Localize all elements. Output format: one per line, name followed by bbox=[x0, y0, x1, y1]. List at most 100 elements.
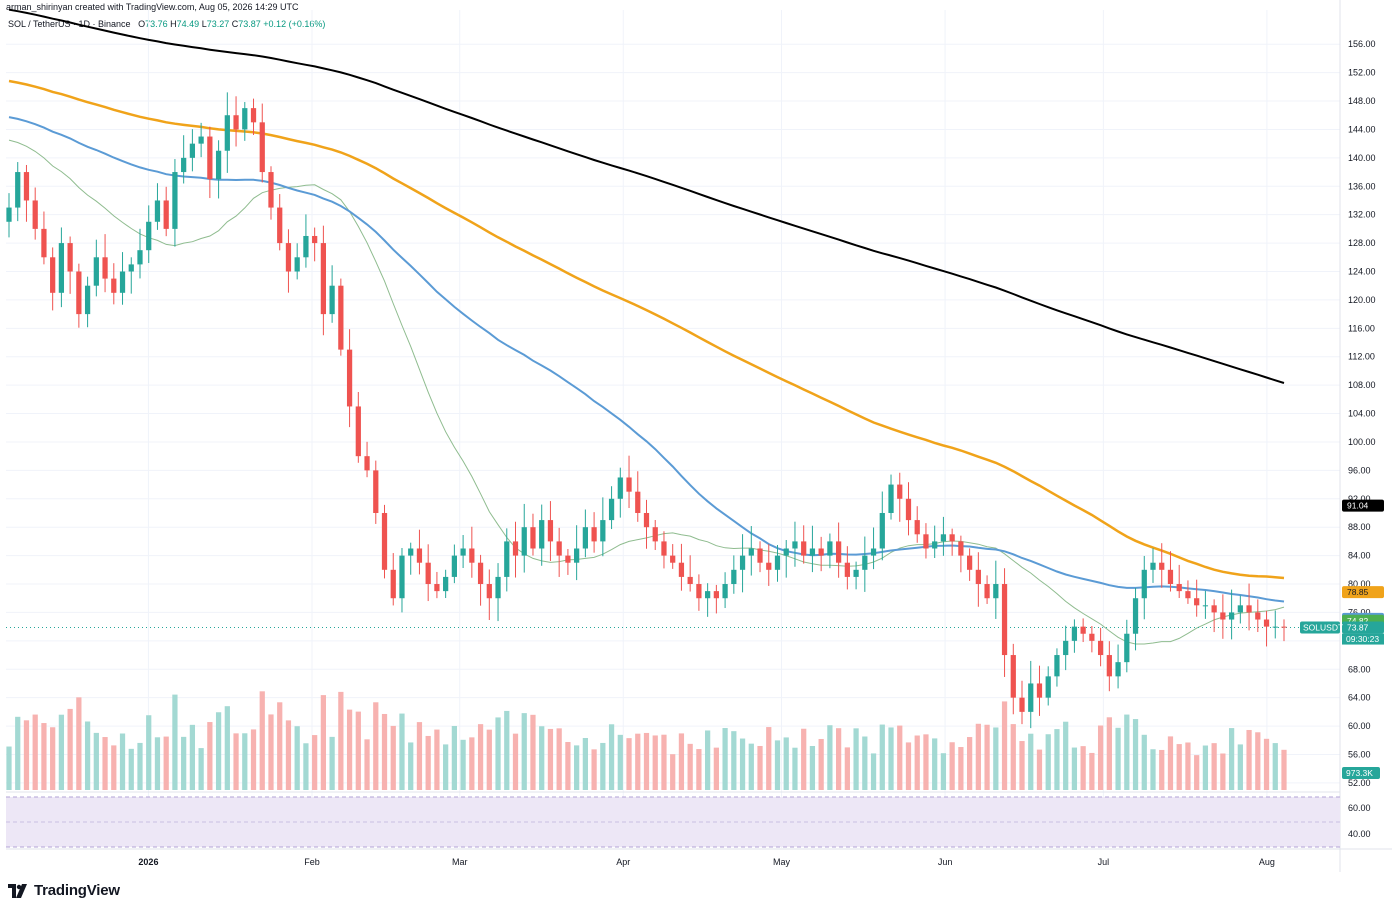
volume-bar bbox=[1036, 749, 1043, 790]
candle-body bbox=[862, 555, 868, 570]
candle-body bbox=[495, 576, 501, 599]
volume-bar bbox=[381, 713, 388, 790]
candle-body bbox=[792, 541, 798, 549]
candle-body bbox=[678, 562, 685, 577]
volume-bar bbox=[722, 728, 728, 790]
price-axis[interactable]: 156.00 152.00 148.00 144.00 140.00 136.00 132.… bbox=[1348, 39, 1376, 788]
volume-bar bbox=[1176, 744, 1182, 790]
chart-grid bbox=[6, 0, 1392, 872]
volume-bar bbox=[451, 725, 457, 790]
rsi-pane[interactable]: 60.00 40.00 bbox=[6, 796, 1371, 848]
price-tick-label: 148.00 bbox=[1348, 96, 1376, 106]
volume-bar bbox=[879, 724, 885, 790]
volume-bar bbox=[565, 741, 571, 790]
price-tick-label: 136.00 bbox=[1348, 181, 1376, 191]
volume-bar bbox=[163, 736, 169, 790]
volume-bar bbox=[294, 726, 300, 790]
volume-bar bbox=[975, 723, 981, 790]
volume-bar bbox=[1220, 753, 1226, 790]
candle-body bbox=[163, 200, 169, 229]
candle-body bbox=[469, 548, 475, 563]
volume-bar bbox=[390, 725, 396, 790]
volume-bar bbox=[259, 691, 265, 790]
time-axis[interactable]: 2026 Feb Mar Apr May Jun Jul Aug bbox=[138, 857, 1274, 867]
candle-body bbox=[827, 541, 833, 556]
volume-bar bbox=[801, 728, 807, 790]
volume-bar bbox=[1194, 755, 1200, 790]
volume-bar bbox=[146, 715, 152, 790]
candle-body bbox=[1063, 640, 1069, 656]
candle-body bbox=[617, 477, 623, 499]
candle-body bbox=[67, 243, 73, 272]
volume-bar bbox=[119, 733, 126, 790]
volume-bar bbox=[224, 706, 230, 790]
price-tag-bg bbox=[1342, 621, 1384, 634]
volume-bar bbox=[905, 742, 912, 790]
symbol-tag-label: SOLUSDT bbox=[1303, 623, 1343, 633]
candle-body bbox=[1237, 605, 1243, 613]
tradingview-logo[interactable]: TradingView bbox=[8, 882, 120, 899]
candle-body bbox=[6, 207, 12, 222]
volume-bar bbox=[888, 727, 894, 790]
volume-bar bbox=[643, 732, 650, 790]
volume-bar bbox=[809, 745, 816, 790]
countdown-tag: 09:30:23 bbox=[1342, 633, 1384, 645]
price-tick-label: 144.00 bbox=[1348, 124, 1376, 134]
candle-body bbox=[565, 555, 571, 563]
volume-bar bbox=[189, 724, 196, 790]
candle-body bbox=[958, 541, 964, 556]
candle-body bbox=[58, 243, 65, 293]
price-tick-label: 64.00 bbox=[1348, 693, 1371, 703]
volume-bar bbox=[600, 742, 606, 790]
countdown-label: 09:30:23 bbox=[1346, 634, 1379, 644]
price-tag-label: 78.85 bbox=[1347, 587, 1369, 597]
volume-bar bbox=[949, 742, 955, 790]
candle-body bbox=[766, 562, 772, 570]
price-tick-label: 80.00 bbox=[1348, 579, 1371, 589]
candle-body bbox=[84, 285, 91, 315]
candle-body bbox=[556, 541, 562, 556]
symbol-legend[interactable]: SOL / TetherUS · 1D · Binance O73.76 H74… bbox=[8, 19, 325, 29]
open-label: O bbox=[138, 19, 146, 29]
volume-bar bbox=[1246, 729, 1252, 790]
volume-bar bbox=[556, 728, 562, 790]
time-tick-label: May bbox=[773, 857, 791, 867]
candle-body bbox=[1159, 562, 1165, 570]
volume-bar bbox=[591, 749, 597, 790]
volume-bar bbox=[469, 737, 475, 790]
volume-bar bbox=[818, 738, 824, 790]
candle-body bbox=[111, 278, 117, 293]
candle-body bbox=[1132, 598, 1139, 634]
symbol-tag-bg bbox=[1300, 621, 1340, 634]
volume-bar bbox=[1281, 749, 1287, 790]
volume-bar bbox=[329, 736, 335, 790]
candle-body bbox=[626, 477, 632, 492]
ma200-line bbox=[8, 8, 1285, 384]
volume-bar bbox=[111, 745, 117, 790]
volume-bar bbox=[940, 753, 947, 790]
volume-bar bbox=[6, 746, 12, 790]
volume-bar bbox=[608, 724, 615, 790]
candle-body bbox=[320, 243, 327, 315]
candle-body bbox=[547, 520, 554, 542]
candle-body bbox=[1089, 633, 1095, 641]
candle-body bbox=[809, 548, 816, 556]
volume-bar bbox=[137, 742, 143, 790]
volume-bar bbox=[932, 738, 938, 790]
volume-bar bbox=[1228, 728, 1235, 790]
volume-bar bbox=[495, 717, 501, 790]
price-tick-label: 84.00 bbox=[1348, 551, 1371, 561]
volume-bar bbox=[914, 735, 920, 790]
candle-body bbox=[346, 349, 353, 407]
volume-bar bbox=[443, 744, 449, 790]
candle-body bbox=[399, 555, 405, 599]
candles[interactable] bbox=[6, 92, 1287, 729]
rsi-tick-label: 60.00 bbox=[1348, 803, 1371, 813]
candle-body bbox=[1141, 569, 1147, 599]
volume-bar bbox=[50, 727, 56, 790]
volume-bar bbox=[1263, 738, 1270, 790]
candle-body bbox=[600, 520, 606, 542]
volume-bar bbox=[172, 694, 178, 790]
candle-body bbox=[530, 527, 536, 549]
